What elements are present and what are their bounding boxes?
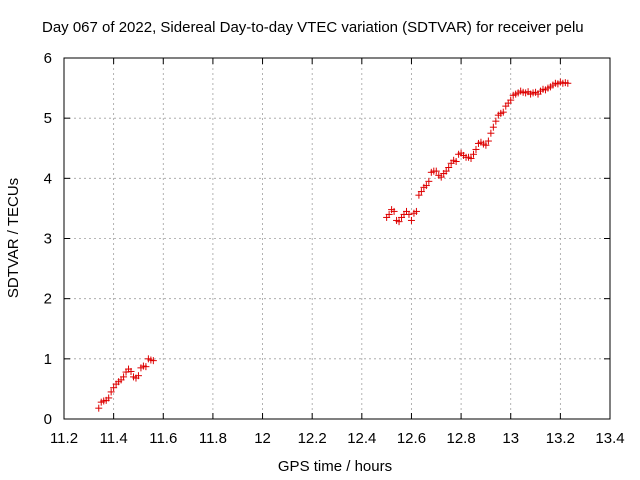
data-point	[489, 123, 497, 131]
data-point	[484, 137, 492, 145]
data-point	[492, 117, 500, 125]
data-point	[507, 96, 515, 104]
data-points	[95, 78, 572, 412]
data-point	[452, 157, 460, 165]
x-tick-label: 11.2	[50, 430, 78, 447]
x-tick-label: 13.4	[595, 430, 624, 447]
data-point	[95, 404, 103, 412]
data-point	[564, 79, 572, 87]
x-tick-label: 12.6	[397, 430, 426, 447]
chart-title: Day 067 of 2022, Sidereal Day-to-day VTE…	[42, 19, 584, 36]
data-point	[472, 145, 480, 153]
data-point	[407, 216, 415, 224]
data-point	[142, 363, 150, 371]
y-tick-label: 6	[44, 50, 52, 67]
data-point	[487, 129, 495, 137]
x-tick-label: 12	[254, 430, 271, 447]
data-point	[499, 108, 507, 116]
data-point	[425, 177, 433, 185]
y-tick-label: 4	[44, 170, 52, 187]
data-point	[442, 167, 450, 175]
data-point	[120, 373, 128, 381]
data-point	[432, 167, 440, 175]
data-point	[417, 188, 425, 196]
data-point	[105, 394, 113, 402]
data-point	[390, 207, 398, 215]
x-tick-label: 11.4	[100, 430, 128, 447]
data-point	[415, 191, 423, 199]
x-tick-label: 12.8	[446, 430, 475, 447]
x-tick-label: 11.8	[199, 430, 227, 447]
y-tick-label: 3	[44, 231, 52, 248]
grid-lines	[64, 58, 610, 419]
data-point	[110, 384, 118, 392]
data-point	[149, 357, 157, 365]
y-tick-label: 1	[44, 351, 52, 368]
x-tick-label: 11.6	[149, 430, 177, 447]
data-point	[470, 150, 477, 158]
data-point	[107, 388, 115, 396]
x-axis-label: GPS time / hours	[278, 458, 392, 475]
x-tick-label: 12.4	[347, 430, 376, 447]
y-tick-label: 5	[44, 110, 52, 127]
y-axis-label: SDTVAR / TECUs	[5, 178, 22, 298]
data-point	[445, 164, 453, 172]
data-point	[422, 182, 430, 190]
y-axis-tick-labels: 0 1 2 3 4 5 6	[44, 50, 52, 428]
x-tick-label: 12.2	[298, 430, 327, 447]
data-point	[134, 372, 142, 380]
data-point	[437, 173, 445, 181]
y-tick-label: 2	[44, 291, 52, 308]
x-tick-label: 13.2	[546, 430, 575, 447]
data-point	[467, 154, 475, 162]
data-point	[395, 218, 403, 226]
data-point	[127, 367, 135, 375]
x-axis-tick-labels: 11.2 11.4 11.6 11.8 12 12.2 12.4 12.6 12.8 13 13.2…	[50, 430, 625, 447]
data-point	[385, 210, 393, 218]
data-point	[482, 141, 490, 149]
y-tick-label: 0	[44, 411, 52, 428]
data-point	[412, 207, 420, 215]
x-tick-label: 13	[502, 430, 519, 447]
axis-ticks	[63, 57, 611, 420]
data-point	[405, 210, 413, 218]
